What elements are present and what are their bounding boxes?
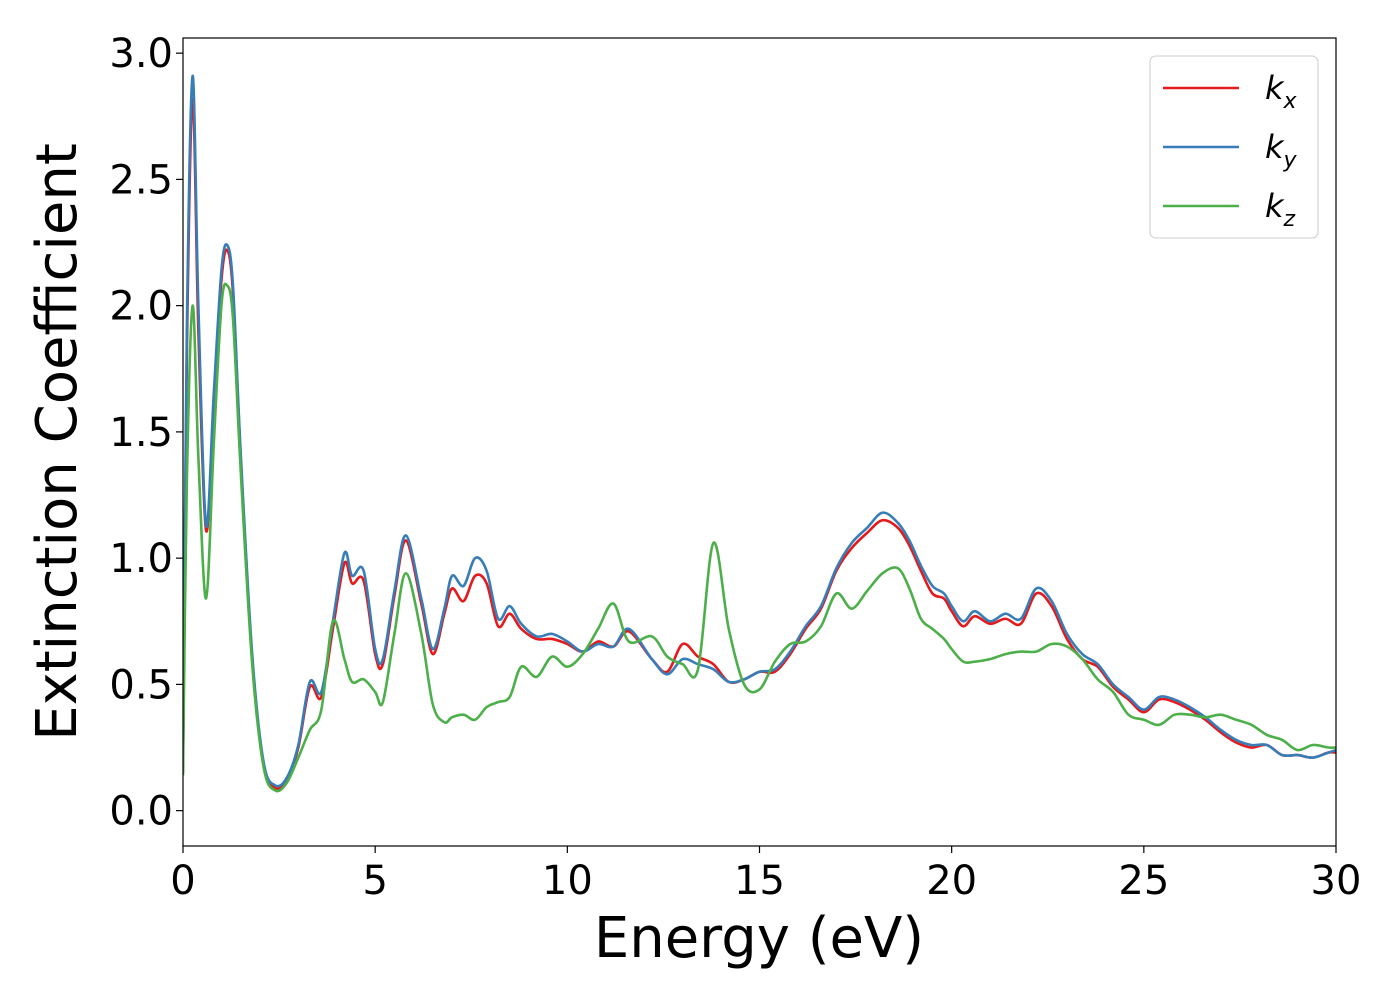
x-axis: 0 5 10 15 20 25 30	[170, 846, 1361, 904]
y-tick-label: 2.5	[109, 157, 173, 203]
x-tick-label: 25	[1118, 858, 1169, 904]
legend-label-z: kz	[1265, 187, 1296, 232]
y-axis: 0.0 0.5 1.0 1.5 2.0 2.5 3.0	[109, 31, 183, 835]
x-axis-title: Energy (eV)	[594, 906, 924, 971]
y-tick-label: 2.0	[109, 284, 173, 330]
y-axis-title: Extinction Coefficient	[25, 143, 90, 741]
y-tick-label: 3.0	[109, 31, 173, 77]
series-line-z	[183, 282, 1336, 793]
y-tick-label: 1.5	[109, 410, 173, 456]
x-tick-label: 10	[542, 858, 593, 904]
legend: kx ky kz	[1149, 55, 1319, 239]
x-tick-label: 20	[926, 858, 977, 904]
x-tick-label: 5	[362, 858, 387, 904]
y-tick-label: 1.0	[109, 536, 173, 582]
x-tick-label: 15	[734, 858, 785, 904]
series-layer	[183, 74, 1336, 793]
x-tick-label: 0	[170, 858, 195, 904]
y-tick-label: 0.0	[109, 789, 173, 835]
legend-label-x: kx	[1265, 69, 1298, 114]
legend-label-y: ky	[1265, 128, 1298, 173]
x-tick-label: 30	[1311, 858, 1362, 904]
y-tick-label: 0.5	[109, 662, 173, 708]
